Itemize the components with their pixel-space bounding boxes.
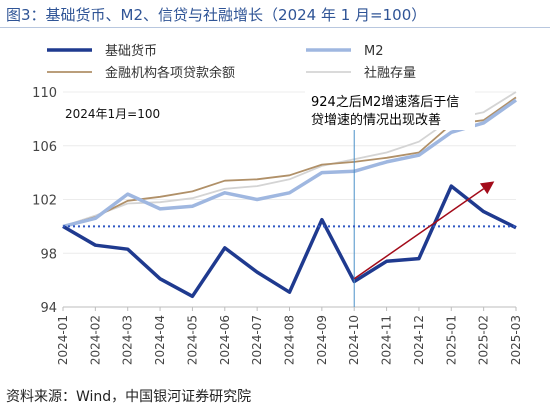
series-line-0 — [62, 184, 517, 299]
legend-label: M2 — [364, 44, 384, 59]
x-tick-label: 2024-12 — [412, 315, 426, 365]
x-tick-label: 2024-02 — [88, 315, 102, 365]
x-axis-ticks: 2024-01 2024-02 2024-03 2024-04 2024-05 2024-… — [56, 315, 523, 365]
x-tick-label: 2025-02 — [477, 315, 491, 365]
x-tick-label: 2024-05 — [185, 315, 199, 365]
y-tick-label: 110 — [32, 86, 57, 101]
source-note: 资料来源：Wind，中国银河证券研究院 — [6, 389, 252, 405]
x-tick-label: 2024-09 — [315, 315, 329, 365]
annotation-line: 贷增速的情况出现改善 — [311, 112, 441, 128]
trend-arrow-head — [479, 181, 495, 195]
x-tick-label: 2024-04 — [153, 315, 167, 365]
annotation-line: 924之后M2增速落后于信 — [311, 95, 459, 110]
legend-label: 基础货币 — [105, 43, 157, 59]
index-note: 2024年1月=100 — [65, 107, 160, 121]
legend: 基础货币 M2 金融机构各项贷款余额 社融存量 — [47, 43, 416, 81]
chart-title: 图3：基础货币、M2、信贷与社融增长（2024 年 1 月=100） — [6, 6, 427, 24]
x-tick-label: 2024-06 — [218, 315, 232, 365]
x-tick-label: 2024-11 — [380, 315, 394, 365]
x-tick-label: 2025-01 — [444, 315, 458, 365]
y-tick-label: 98 — [40, 247, 57, 262]
series-lines — [62, 91, 518, 299]
trend-arrow-line — [353, 188, 485, 280]
title-rule — [0, 27, 550, 28]
y-axis-ticks: 94 98 102 106 110 — [32, 86, 57, 316]
y-tick-label: 106 — [32, 140, 57, 155]
x-tick-label: 2024-01 — [56, 315, 70, 365]
legend-label: 金融机构各项贷款余额 — [105, 65, 235, 81]
x-tick-label: 2024-07 — [250, 315, 264, 365]
x-tick-label: 2024-03 — [121, 315, 135, 365]
x-tick-label: 2024-10 — [347, 315, 361, 365]
legend-label: 社融存量 — [364, 65, 416, 81]
x-tick-label: 2025-03 — [509, 315, 523, 365]
y-tick-label: 94 — [40, 301, 57, 316]
series-line-1 — [62, 98, 518, 229]
x-tick-label: 2024-08 — [283, 315, 297, 365]
y-tick-label: 102 — [32, 194, 57, 209]
annotation-box — [305, 90, 475, 130]
axes — [62, 306, 517, 311]
